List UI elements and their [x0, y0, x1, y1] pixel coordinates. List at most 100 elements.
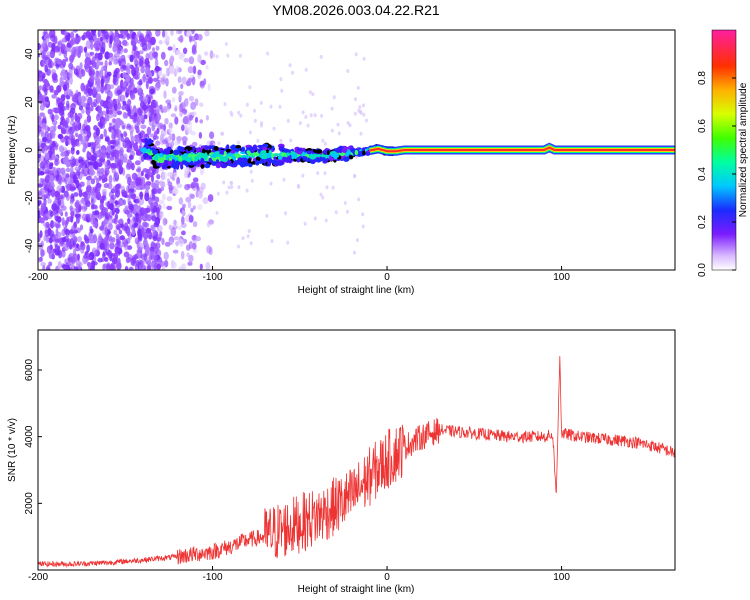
spectrogram-point: [330, 128, 334, 133]
spectrogram-point: [83, 254, 88, 259]
spectrogram-point: [119, 199, 124, 207]
spectrogram-point: [156, 234, 162, 241]
spectrogram-point: [181, 216, 185, 225]
spectrogram-point: [121, 105, 126, 111]
spectrogram-point: [86, 150, 90, 158]
spectrogram-point: [113, 216, 119, 225]
spectrogram-point: [133, 112, 138, 117]
spectrogram-point: [141, 104, 148, 111]
spectrogram-point: [135, 125, 140, 134]
ridge-point: [260, 150, 267, 156]
spectrogram-point: [217, 141, 221, 146]
spectrogram-point: [239, 113, 243, 118]
spectrogram-point: [256, 138, 260, 143]
spectrogram-point: [140, 124, 147, 130]
spectrogram-point: [189, 121, 193, 129]
spectrogram-point: [197, 204, 203, 211]
spectrogram-point: [108, 174, 113, 184]
spectrogram-point: [38, 85, 42, 91]
spectrogram-point: [164, 241, 171, 247]
spectrogram-point: [73, 236, 78, 244]
spectrogram-point: [137, 214, 142, 223]
spectrogram-point: [77, 133, 83, 142]
spectrogram-point: [109, 102, 114, 110]
spectrogram-point: [144, 185, 150, 191]
y-tick-label: 20: [24, 96, 35, 108]
spectrogram-point: [107, 182, 113, 190]
spectrogram-point: [69, 55, 74, 64]
spectrogram-point: [208, 246, 213, 256]
ridge-point: [267, 160, 272, 167]
spectrogram-point: [183, 57, 189, 63]
ridge-point: [145, 139, 150, 144]
spectrogram-point: [166, 196, 173, 202]
colorbar-tick-label: 0.6: [697, 119, 708, 133]
spectrogram-point: [43, 145, 49, 151]
spectrogram-point: [188, 95, 195, 102]
spectrogram-point: [303, 221, 307, 226]
spectrogram-point: [134, 213, 139, 218]
ridge-point: [254, 152, 260, 157]
spectrogram-point: [194, 116, 199, 123]
spectrogram-point: [91, 59, 96, 65]
spectrogram-point: [85, 40, 92, 49]
spectrogram-point: [68, 47, 72, 53]
spectrogram-point: [197, 54, 202, 64]
spectrogram-point: [79, 199, 84, 205]
spectrogram-point: [209, 50, 214, 59]
spectrogram-point: [178, 91, 183, 96]
spectrogram-point: [69, 178, 75, 184]
ridge-point: [151, 159, 156, 165]
ridge-point: [170, 164, 175, 168]
spectrogram-point: [124, 266, 129, 270]
spectrogram-point: [253, 108, 256, 113]
spectrogram-point: [157, 113, 161, 121]
spectrogram-point: [142, 221, 148, 228]
spectrogram-point: [74, 36, 80, 45]
spectrogram-point: [123, 242, 129, 251]
spectrogram-point: [42, 54, 47, 60]
spectrogram-point: [49, 34, 56, 42]
ridge-point: [227, 160, 232, 165]
spectrogram-point: [168, 224, 173, 231]
spectrogram-point: [48, 261, 53, 267]
spectrogram-point: [173, 219, 177, 226]
spectrogram-point: [200, 59, 206, 66]
colorbar-ticks: 0.0 0.2 0.4 0.6 0.8: [697, 71, 736, 277]
spectrogram-point: [111, 257, 118, 265]
spectrogram-point: [116, 47, 121, 54]
spectrogram-point: [106, 71, 112, 77]
spectrogram-point: [119, 235, 126, 241]
spectrogram-point: [162, 203, 166, 209]
spectrogram-point: [182, 116, 189, 124]
spectrogram-point: [227, 185, 231, 190]
spectrogram-point: [154, 196, 160, 203]
spectrogram-point: [216, 191, 220, 196]
spectrogram-point: [320, 113, 324, 118]
spectrogram-point: [66, 184, 71, 192]
ridge-point: [204, 152, 208, 159]
spectrogram-point: [100, 85, 105, 94]
spectrogram-point: [75, 65, 81, 73]
spectrogram-point: [87, 213, 93, 222]
spectrogram-point: [49, 50, 55, 59]
spectrogram-point: [145, 207, 151, 213]
spectrogram-point: [204, 51, 209, 56]
spectrogram-point: [102, 219, 108, 227]
ridge-point: [212, 161, 217, 165]
spectrogram-point: [49, 85, 54, 93]
spectrogram-point: [174, 116, 179, 125]
spectrogram-point: [102, 195, 107, 201]
spectrogram-point: [249, 241, 253, 246]
spectrogram-point: [127, 217, 131, 224]
spectrogram-point: [144, 114, 148, 120]
ridge-point: [200, 157, 205, 164]
ridge-point: [273, 156, 277, 160]
spectrogram-point: [178, 52, 184, 60]
spectrogram-point: [187, 66, 194, 74]
spectrogram-point: [144, 173, 149, 178]
spectrogram-point: [186, 184, 192, 189]
spectrogram-point: [46, 223, 51, 228]
spectrogram-point: [141, 228, 145, 236]
